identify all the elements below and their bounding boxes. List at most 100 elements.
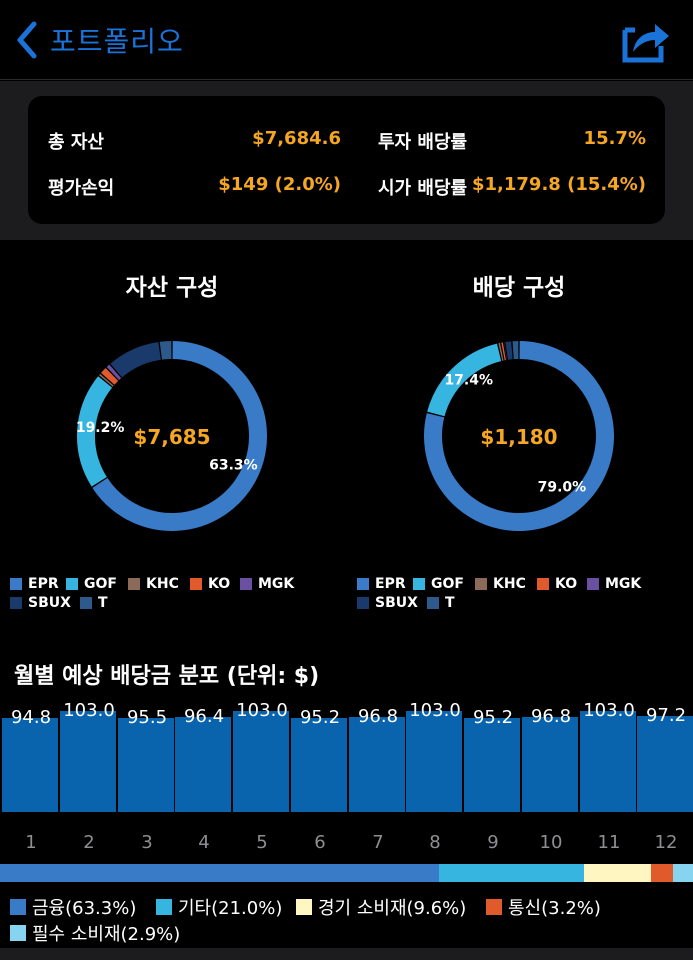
sector-legend-item[interactable]: 경기 소비재(9.6%) [296, 894, 466, 920]
back-button[interactable]: 포트폴리오 [14, 18, 184, 62]
sector-legend-item[interactable]: 기타(21.0%) [156, 894, 282, 920]
legend-label: KO [208, 576, 231, 592]
legend-label: T [98, 595, 108, 611]
sector-segment[interactable] [438, 864, 585, 882]
share-button[interactable] [619, 14, 671, 66]
sector-legend-item[interactable]: 필수 소비재(2.9%) [10, 920, 180, 946]
dividend-donut-chart[interactable]: 79.0% 17.4% $1,180 [419, 336, 619, 536]
legend-item-gof[interactable]: GOF [413, 576, 464, 592]
month-bar-3[interactable] [118, 718, 174, 812]
yield-value: 15.7% [583, 128, 646, 149]
legend-swatch [190, 578, 202, 590]
sector-segment[interactable] [650, 864, 673, 882]
month-bar-12[interactable] [637, 716, 693, 812]
legend-item-epr[interactable]: EPR [10, 576, 59, 592]
x-tick-label: 12 [654, 832, 678, 853]
summary-section: 총 자산 $7,684.6 투자 배당률 15.7% 평가손익 $149 (2.… [0, 81, 693, 240]
market-yield-value: $1,179.8 (15.4%) [472, 174, 646, 195]
dividend-legend: EPR GOF KHC KO MGK SBUX T [357, 576, 687, 616]
legend-label: T [445, 595, 455, 611]
legend-swatch [240, 578, 252, 590]
sector-label: 경기 소비재(9.6%) [318, 898, 467, 919]
legend-item-gof[interactable]: GOF [66, 576, 117, 592]
asset-slice-gof[interactable] [77, 376, 113, 487]
sector-segment[interactable] [672, 864, 693, 882]
month-bar-8[interactable] [406, 711, 462, 812]
bar-value-label: 103.0 [583, 700, 635, 721]
dividend-slice-gof[interactable] [427, 343, 502, 417]
x-tick-label: 8 [429, 832, 441, 853]
sector-label: 통신(3.2%) [508, 898, 601, 919]
share-icon [622, 24, 669, 63]
bar-value-label: 96.8 [530, 706, 572, 727]
legend-swatch [475, 578, 487, 590]
legend-item-khc[interactable]: KHC [128, 576, 179, 592]
month-bar-4[interactable] [175, 717, 231, 812]
dividend-chart-title: 배당 구성 [472, 275, 566, 301]
legend-swatch [10, 578, 22, 590]
legend-item-khc[interactable]: KHC [475, 576, 526, 592]
month-bar-2[interactable] [60, 711, 116, 812]
monthly-dividend-title: 월별 예상 배당금 분포 (단위: $) [14, 664, 320, 689]
x-tick-label: 1 [25, 832, 37, 853]
asset-slice-mgk[interactable] [106, 364, 122, 381]
legend-label: EPR [375, 576, 406, 592]
dividend-slice-epr[interactable] [424, 341, 614, 531]
legend-label: KO [555, 576, 578, 592]
month-bar-9[interactable] [464, 718, 520, 812]
legend-label: KHC [146, 576, 179, 592]
month-bar-7[interactable] [349, 717, 405, 812]
legend-label: KHC [493, 576, 526, 592]
asset-slice-sbux[interactable] [110, 341, 162, 378]
asset-slice-t[interactable] [159, 341, 172, 360]
legend-swatch [427, 597, 439, 609]
x-tick-label: 11 [597, 832, 621, 853]
legend-label: SBUX [375, 595, 418, 611]
page-title: 포트폴리오 [50, 25, 184, 58]
sector-segment[interactable] [0, 864, 439, 882]
asset-slice-ko[interactable] [101, 368, 119, 385]
sector-swatch [10, 925, 26, 941]
asset-slice-label: 19.2% [76, 420, 125, 436]
month-bar-11[interactable] [580, 711, 636, 812]
asset-donut-chart[interactable]: 63.3% 19.2% $7,685 [72, 336, 272, 536]
bar-value-label: 103.0 [236, 700, 288, 721]
sector-segment[interactable] [584, 864, 651, 882]
x-tick-label: 2 [83, 832, 95, 853]
dividend-center-value: $1,180 [480, 425, 557, 449]
yield-label: 투자 배당률 [378, 132, 468, 153]
month-bar-1[interactable] [2, 718, 58, 812]
sector-legend-item[interactable]: 통신(3.2%) [486, 894, 601, 920]
legend-label: MGK [605, 576, 642, 592]
pnl-label: 평가손익 [48, 178, 115, 199]
legend-item-mgk[interactable]: MGK [587, 576, 641, 592]
x-tick-label: 3 [141, 832, 153, 853]
legend-item-sbux[interactable]: SBUX [10, 595, 71, 611]
legend-item-t[interactable]: T [427, 595, 455, 611]
total-assets-value: $7,684.6 [252, 128, 341, 149]
asset-center-value: $7,685 [133, 425, 210, 449]
asset-slice-epr[interactable] [92, 341, 267, 531]
dividend-slice-label: 17.4% [444, 372, 493, 388]
month-bar-10[interactable] [522, 717, 578, 812]
legend-swatch [80, 597, 92, 609]
month-bar-6[interactable] [291, 718, 347, 812]
legend-item-ko[interactable]: KO [537, 576, 577, 592]
bar-value-label: 95.2 [299, 707, 341, 728]
bar-value-label: 103.0 [63, 700, 115, 721]
bar-value-label: 95.2 [472, 707, 514, 728]
sector-label: 기타(21.0%) [178, 898, 283, 919]
legend-item-sbux[interactable]: SBUX [357, 595, 418, 611]
bottom-strip [0, 948, 693, 960]
sector-label: 필수 소비재(2.9%) [32, 924, 181, 945]
legend-item-epr[interactable]: EPR [357, 576, 406, 592]
legend-swatch [587, 578, 599, 590]
month-bar-5[interactable] [233, 711, 289, 812]
sector-legend-item[interactable]: 금융(63.3%) [10, 894, 136, 920]
legend-item-t[interactable]: T [80, 595, 108, 611]
legend-item-ko[interactable]: KO [190, 576, 230, 592]
dividend-slice-sbux[interactable] [505, 341, 513, 360]
asset-slice-khc[interactable] [99, 373, 114, 387]
legend-swatch [357, 578, 369, 590]
legend-item-mgk[interactable]: MGK [240, 576, 294, 592]
